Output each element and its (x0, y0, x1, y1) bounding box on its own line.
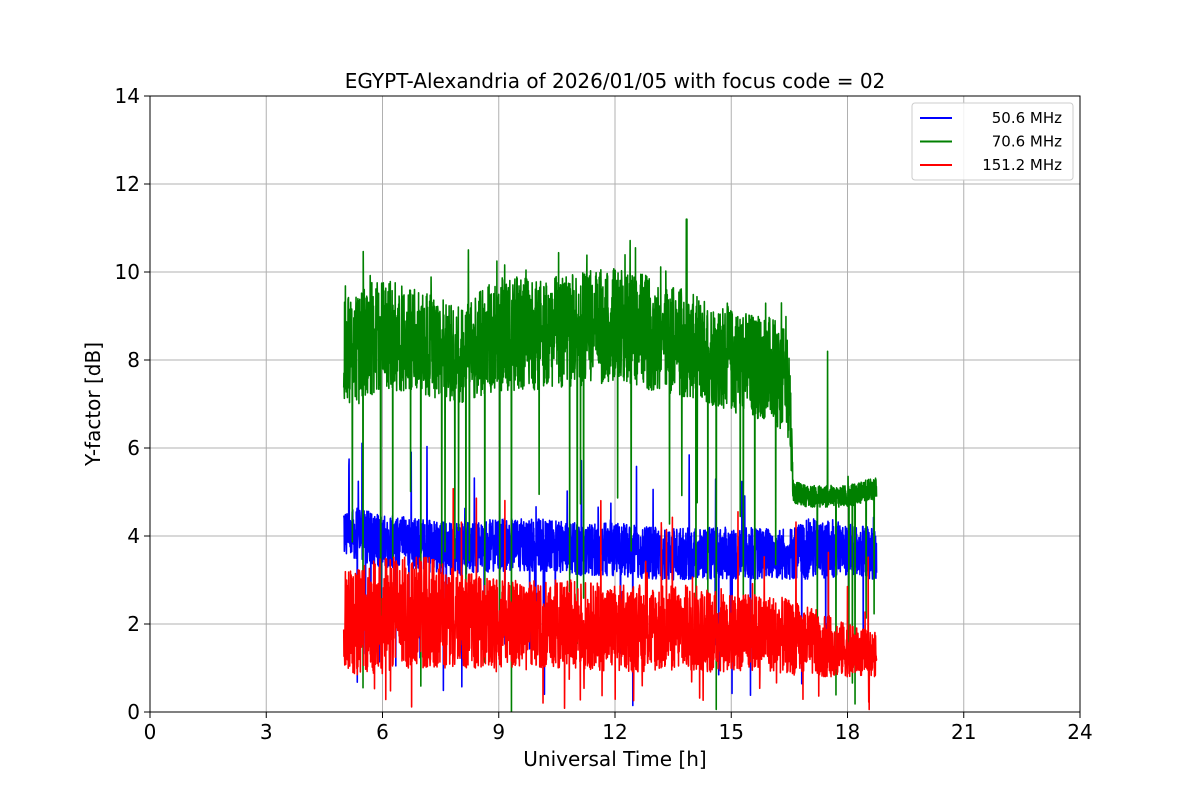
x-tick-label: 12 (602, 720, 627, 744)
legend-box (911, 102, 1074, 181)
y-tick-label: 0 (127, 700, 140, 724)
legend-label: 151.2 MHz (982, 156, 1062, 174)
x-tick-label: 24 (1067, 720, 1092, 744)
y-tick-label: 4 (127, 524, 140, 548)
x-tick-label: 6 (376, 720, 389, 744)
legend-label: 70.6 MHz (992, 133, 1062, 151)
x-tick-label: 0 (144, 720, 157, 744)
y-tick-label: 8 (127, 348, 140, 372)
y-tick-label: 12 (115, 172, 140, 196)
legend-label: 50.6 MHz (992, 109, 1062, 127)
y-tick-label: 14 (115, 84, 140, 108)
y-axis-label: Y-factor [dB] (81, 342, 105, 467)
x-tick-label: 9 (492, 720, 505, 744)
x-axis-label: Universal Time [h] (523, 747, 706, 771)
chart-title: EGYPT-Alexandria of 2026/01/05 with focu… (345, 69, 886, 93)
x-tick-label: 18 (835, 720, 860, 744)
x-tick-label: 21 (951, 720, 976, 744)
legend: 50.6 MHz 70.6 MHz 151.2 MHz (911, 102, 1074, 181)
y-tick-label: 6 (127, 436, 140, 460)
plot-area (342, 218, 878, 712)
y-tick-label: 10 (115, 260, 140, 284)
x-tick-label: 3 (260, 720, 273, 744)
x-tick-label: 15 (719, 720, 744, 744)
y-tick-label: 2 (127, 612, 140, 636)
series-line-70-6-mhz (342, 218, 878, 712)
series-line-151-2-mhz (342, 487, 878, 711)
